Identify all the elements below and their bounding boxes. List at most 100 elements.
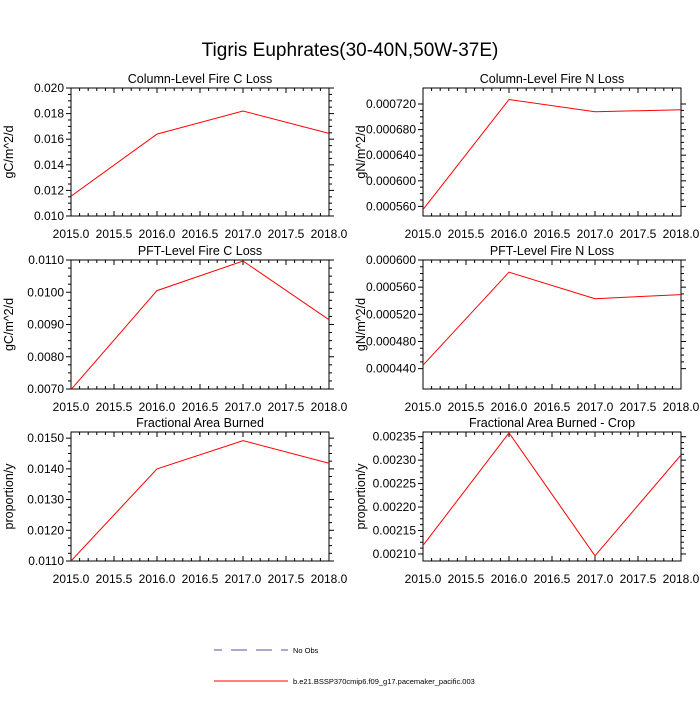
figure-title: Tigris Euphrates(30-40N,50W-37E) [202, 40, 499, 61]
x-tick-label: 2015.0 [405, 400, 442, 414]
x-tick-label: 2017.5 [620, 227, 657, 241]
x-tick-label: 2015.5 [448, 227, 485, 241]
x-tick-label: 2016.5 [534, 400, 571, 414]
y-tick-label: 0.012 [34, 183, 64, 197]
x-tick-label: 2017.5 [268, 400, 305, 414]
y-tick-label: 0.014 [34, 158, 64, 172]
x-tick-label: 2016.5 [534, 227, 571, 241]
chart-panel-5: Fractional Area Burned 2015.0 2015.5 2016.0… [2, 416, 348, 586]
y-tick-label: 0.000680 [366, 123, 416, 137]
y-tick-label: 0.000480 [366, 334, 416, 348]
x-tick-label: 2016.0 [491, 572, 528, 586]
plot-frame [422, 259, 682, 390]
x-tick-label: 2018.0 [311, 227, 348, 241]
y-tick-label: 0.00220 [373, 500, 417, 514]
y-axis-label: gC/m^2/d [2, 125, 16, 178]
x-tick-label: 2015.5 [96, 572, 133, 586]
y-tick-label: 0.000720 [366, 97, 416, 111]
series-line-1 [423, 271, 681, 366]
panel-title: Fractional Area Burned - Crop [469, 416, 635, 430]
y-tick-label: 0.000560 [366, 280, 416, 294]
chart-panel-1: Column-Level Fire C Loss 2015.0 2015.5 2016… [2, 72, 348, 241]
x-tick-label: 2015.5 [448, 400, 485, 414]
y-tick-label: 0.0120 [27, 523, 64, 537]
y-axis-label: gC/m^2/d [2, 298, 16, 351]
legend-label: No Obs [293, 646, 319, 655]
y-tick-label: 0.0110 [28, 554, 64, 568]
y-tick-label: 0.020 [34, 81, 64, 95]
x-tick-label: 2017.5 [620, 400, 657, 414]
y-tick-label: 0.010 [34, 209, 64, 223]
x-tick-label: 2016.0 [491, 400, 528, 414]
y-tick-label: 0.000560 [366, 199, 416, 213]
y-axis-label: gN/m^2/d [354, 298, 368, 351]
x-tick-label: 2017.0 [225, 400, 262, 414]
chart-panel-6: Fractional Area Burned - Crop 2015.0 2015.… [354, 416, 700, 586]
y-tick-label: 0.0100 [27, 285, 64, 299]
series-line-1 [423, 432, 681, 557]
series-line-1 [71, 260, 329, 389]
panel-title: PFT-Level Fire N Loss [490, 244, 614, 258]
y-tick-label: 0.0080 [27, 350, 64, 364]
panel-title: PFT-Level Fire C Loss [138, 244, 262, 258]
x-tick-label: 2015.0 [53, 400, 90, 414]
y-tick-label: 0.0130 [27, 493, 64, 507]
plot-frame [422, 87, 682, 217]
x-tick-label: 2018.0 [663, 400, 700, 414]
x-tick-label: 2016.0 [139, 572, 176, 586]
y-tick-label: 0.018 [34, 107, 64, 121]
x-tick-label: 2017.0 [577, 400, 614, 414]
legend: No Obs b.e21.BSSP370cmip6.f09_g17.pacemak… [214, 646, 475, 686]
y-tick-label: 0.000600 [366, 174, 416, 188]
y-tick-label: 0.0110 [28, 253, 64, 267]
x-tick-label: 2016.5 [182, 227, 219, 241]
panel-title: Fractional Area Burned [136, 416, 264, 430]
x-tick-label: 2017.5 [268, 227, 305, 241]
y-tick-label: 0.016 [34, 132, 64, 146]
chart-panel-3: PFT-Level Fire C Loss 2015.0 2015.5 2016.0 2… [2, 244, 348, 414]
panels: Column-Level Fire C Loss 2015.0 2015.5 2016… [2, 72, 700, 586]
x-tick-label: 2015.5 [96, 400, 133, 414]
x-tick-label: 2017.0 [577, 572, 614, 586]
y-tick-label: 0.000600 [366, 253, 416, 267]
x-tick-label: 2016.0 [491, 227, 528, 241]
series-line-1 [71, 110, 329, 197]
x-tick-label: 2017.5 [620, 572, 657, 586]
x-tick-label: 2017.0 [225, 227, 262, 241]
y-tick-label: 0.000640 [366, 148, 416, 162]
y-tick-label: 0.00235 [373, 430, 417, 444]
y-tick-label: 0.0140 [27, 462, 64, 476]
y-tick-label: 0.00225 [373, 477, 417, 491]
series-line-1 [423, 98, 681, 210]
x-tick-label: 2015.5 [96, 227, 133, 241]
x-tick-label: 2017.5 [268, 572, 305, 586]
panel-title: Column-Level Fire N Loss [480, 72, 625, 86]
x-tick-label: 2018.0 [663, 572, 700, 586]
x-tick-label: 2018.0 [311, 572, 348, 586]
x-tick-label: 2018.0 [311, 400, 348, 414]
x-tick-label: 2015.5 [448, 572, 485, 586]
y-tick-label: 0.00230 [373, 453, 417, 467]
y-tick-label: 0.00215 [373, 524, 417, 538]
y-tick-label: 0.0150 [27, 431, 64, 445]
plot-frame [422, 431, 682, 562]
plot-frame [70, 431, 330, 562]
chart-panel-2: Column-Level Fire N Loss 2015.0 2015.5 2016… [354, 72, 700, 241]
x-tick-label: 2015.0 [405, 572, 442, 586]
x-tick-label: 2017.0 [577, 227, 614, 241]
x-tick-label: 2018.0 [663, 227, 700, 241]
legend-label: b.e21.BSSP370cmip6.f09_g17.pacemaker_pac… [293, 677, 475, 686]
y-axis-label: proportion/y [354, 463, 368, 530]
y-axis-label: gN/m^2/d [354, 125, 368, 178]
plot-frame [70, 87, 330, 217]
y-tick-label: 0.0090 [27, 318, 64, 332]
x-tick-label: 2016.0 [139, 227, 176, 241]
x-tick-label: 2015.0 [405, 227, 442, 241]
y-tick-label: 0.0070 [27, 382, 64, 396]
x-tick-label: 2015.0 [53, 572, 90, 586]
x-tick-label: 2016.5 [534, 572, 571, 586]
x-tick-label: 2016.5 [182, 572, 219, 586]
x-tick-label: 2016.5 [182, 400, 219, 414]
